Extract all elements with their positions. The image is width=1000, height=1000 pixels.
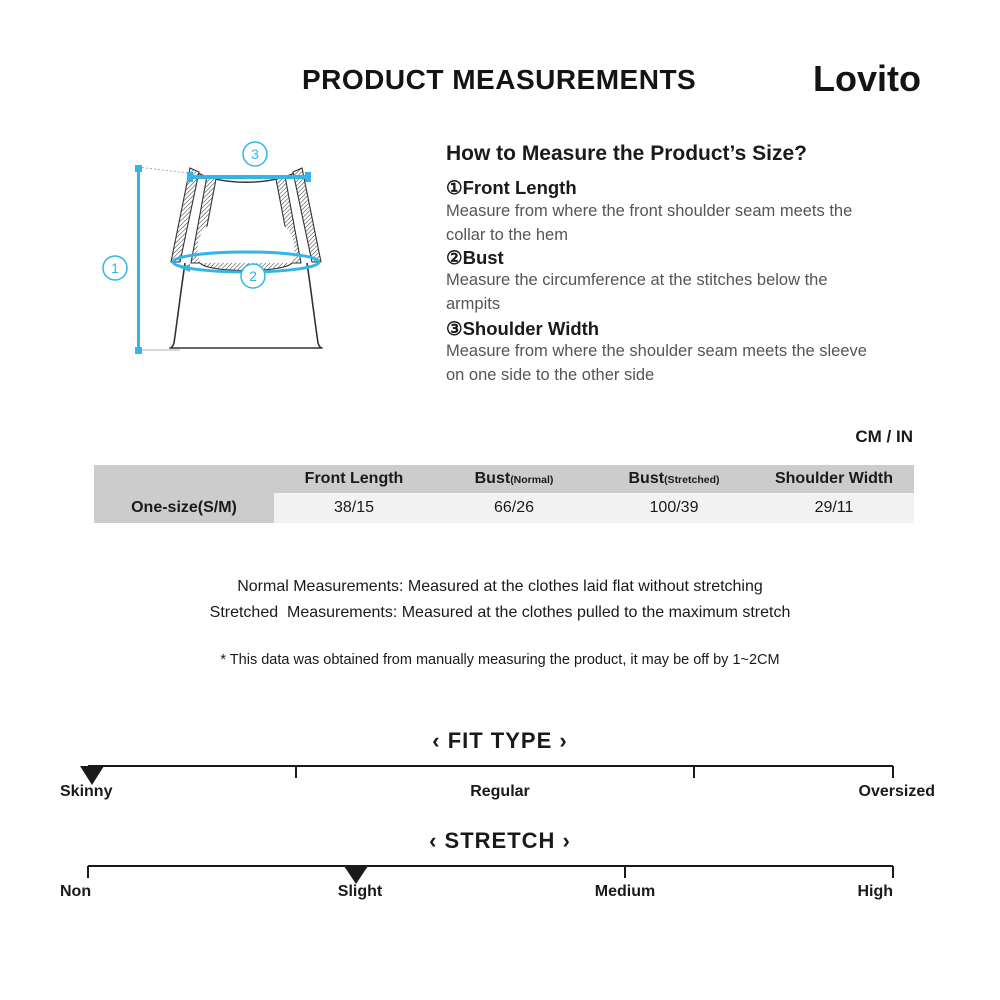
svg-text:2: 2 [249,268,257,284]
svg-text:3: 3 [251,146,259,162]
svg-text:1: 1 [111,260,119,276]
